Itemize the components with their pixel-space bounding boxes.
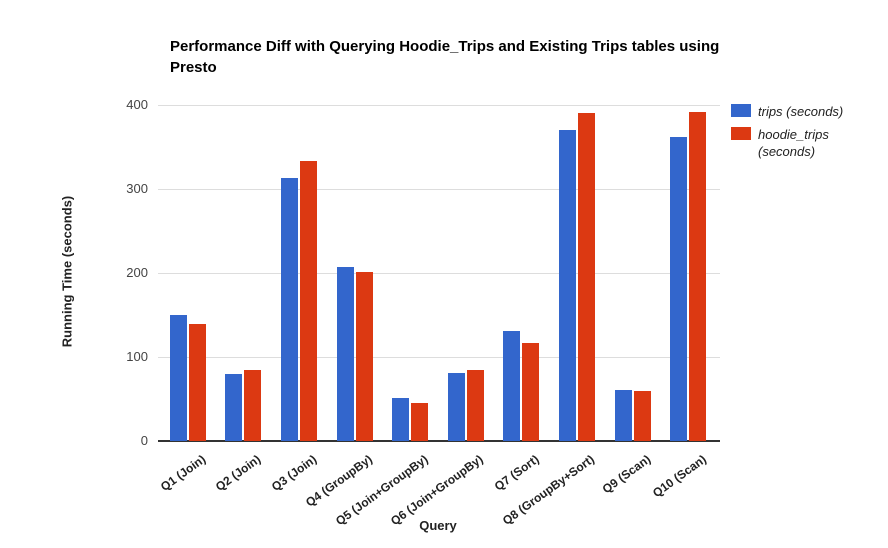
bar-trips-4[interactable]: [336, 267, 354, 441]
bar-hoodie-trips-1[interactable]: [188, 324, 206, 441]
bar-hoodie-trips-10[interactable]: [689, 111, 707, 441]
bar-trips-8[interactable]: [559, 130, 576, 441]
bar-trips-6[interactable]: [447, 372, 465, 441]
y-tick-label: 200: [126, 265, 148, 280]
bar-trips-9[interactable]: [614, 389, 632, 441]
bar-hoodie-trips-4[interactable]: [355, 272, 373, 441]
x-category-label: Q8 (GroupBy+Sort): [500, 452, 598, 528]
bar-hoodie-trips-9[interactable]: [633, 390, 651, 441]
legend-label: trips (seconds): [758, 104, 844, 119]
bar-hoodie-trips-8[interactable]: [578, 113, 595, 441]
x-category-label: Q3 (Join): [268, 452, 320, 494]
legend: trips (seconds) hoodie_trips (seconds): [731, 103, 862, 160]
gridline: [158, 104, 720, 106]
x-category-label: Q2 (Join): [213, 452, 264, 494]
bar-trips-1[interactable]: [169, 315, 187, 441]
bar-trips-7[interactable]: [503, 330, 521, 441]
x-category-label: Q9 (Scan): [599, 452, 653, 497]
bar-hoodie-trips-2[interactable]: [244, 370, 262, 441]
x-axis-baseline: [158, 440, 720, 442]
legend-swatch: [731, 127, 751, 140]
y-tick-label: 0: [140, 433, 148, 448]
x-axis-title: Query: [419, 518, 457, 533]
bar-trips-3[interactable]: [281, 178, 298, 441]
gridline: [158, 272, 720, 274]
y-axis-title: Running Time (seconds): [59, 195, 75, 348]
bar-trips-2[interactable]: [225, 373, 243, 441]
bar-hoodie-trips-5[interactable]: [411, 403, 429, 441]
x-category-label: Q1 (Join): [157, 452, 209, 494]
bar-trips-10[interactable]: [670, 136, 688, 441]
x-category-label: Q6 (Join+GroupBy): [388, 452, 487, 529]
bar-trips-5[interactable]: [392, 398, 410, 441]
bar-hoodie-trips-3[interactable]: [300, 161, 317, 441]
bar-hoodie-trips-7[interactable]: [522, 342, 540, 441]
gridline: [158, 356, 720, 358]
y-tick-label: 100: [126, 349, 148, 364]
legend-label: hoodie_trips (seconds): [758, 127, 829, 159]
y-tick-label: 300: [126, 181, 148, 196]
bar-hoodie-trips-6[interactable]: [466, 369, 484, 441]
x-category-label: Q10 (Scan): [649, 452, 709, 501]
x-category-label: Q7 (Sort): [491, 452, 542, 494]
gridline: [158, 188, 720, 190]
legend-item-trips[interactable]: trips (seconds): [731, 103, 862, 120]
y-tick-label: 400: [126, 97, 148, 112]
chart-title: Performance Diff with Querying Hoodie_Tr…: [170, 38, 720, 76]
legend-item-hoodie-trips[interactable]: hoodie_trips (seconds): [731, 126, 862, 160]
legend-swatch: [731, 104, 751, 117]
x-category-label: Q5 (Join+GroupBy): [332, 452, 431, 529]
